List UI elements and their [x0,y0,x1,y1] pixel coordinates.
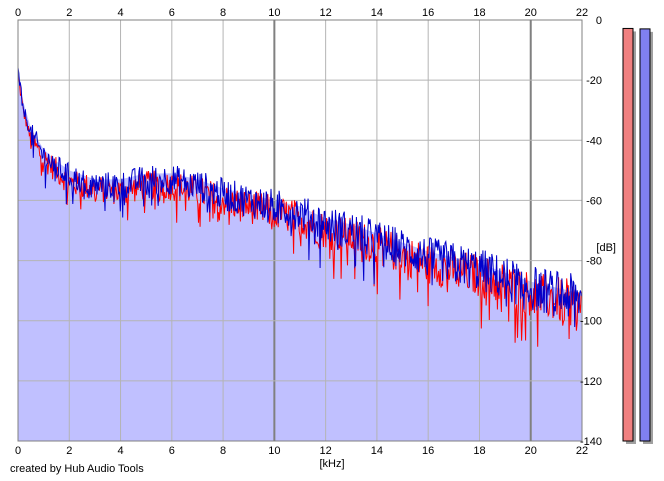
x-tick-label-top: 14 [371,7,383,19]
x-tick-label-top: 18 [473,7,485,19]
spectrum-line-blue [17,67,583,328]
x-tick-label-top: 4 [117,7,123,19]
y-tick-label: -60 [586,195,602,207]
spectrum-fill-area [18,65,582,441]
plot-frame [17,19,583,442]
x-tick-label-top: 10 [268,7,280,19]
x-tick-label-top: 22 [576,7,588,19]
x-tick-label-bottom: 10 [268,445,280,457]
credit-text: created by Hub Audio Tools [10,463,144,475]
y-tick-label: -120 [580,376,602,388]
x-tick-label-bottom: 22 [576,445,588,457]
x-tick-label-top: 16 [422,7,434,19]
x-tick-label-bottom: 18 [473,445,485,457]
x-tick-label-bottom: 20 [525,445,537,457]
y-tick-label: -100 [580,316,602,328]
x-tick-label-top: 12 [320,7,332,19]
x-tick-labels-bottom: 0 2 4 6 8 10 12 14 16 18 20 22 [15,445,588,457]
x-tick-label-top: 0 [15,7,21,19]
level-meter-left [622,27,634,442]
y-tick-label: -140 [580,436,602,448]
x-tick-label-top: 2 [66,7,72,19]
x-tick-label-bottom: 14 [371,445,383,457]
x-tick-label-bottom: 4 [117,445,123,457]
level-meters [622,27,653,444]
spectrum-line-red [17,72,583,347]
x-tick-labels-top: 0 2 4 6 8 10 12 14 16 18 20 22 [15,7,588,19]
y-tick-label: -40 [586,135,602,147]
x-tick-label-bottom: 12 [320,445,332,457]
spectrum-series [17,67,583,347]
y-tick-label: -80 [586,256,602,268]
level-meter-right [639,28,651,442]
x-tick-label-bottom: 16 [422,445,434,457]
spectrum-fill [18,65,582,441]
y-tick-label: -20 [586,75,602,87]
x-tick-label-top: 6 [169,7,175,19]
y-tick-labels: 0 -20 -40 -60 -80 -100 -120 -140 [580,15,602,448]
y-tick-label: 0 [596,15,602,27]
x-tick-label-bottom: 2 [66,445,72,457]
x-tick-label-top: 8 [220,7,226,19]
x-tick-label-bottom: 0 [15,445,21,457]
x-axis-label: [kHz] [319,458,344,470]
x-tick-label-bottom: 8 [220,445,226,457]
x-tick-label-bottom: 6 [169,445,175,457]
y-axis-label: [dB] [596,242,616,254]
x-tick-label-top: 20 [525,7,537,19]
